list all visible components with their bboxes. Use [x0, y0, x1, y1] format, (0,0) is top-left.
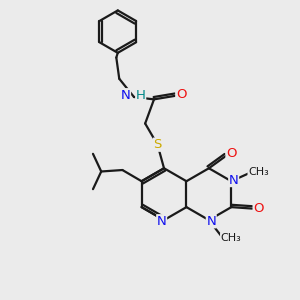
Text: O: O — [226, 147, 236, 160]
Text: CH₃: CH₃ — [248, 167, 269, 177]
Text: N: N — [121, 89, 130, 102]
Text: O: O — [176, 88, 186, 100]
Text: CH₃: CH₃ — [220, 233, 241, 243]
Text: O: O — [253, 202, 264, 215]
Text: H: H — [136, 89, 146, 102]
Text: N: N — [229, 173, 238, 187]
Text: S: S — [153, 138, 162, 151]
Text: N: N — [206, 215, 216, 228]
Text: N: N — [157, 215, 166, 228]
